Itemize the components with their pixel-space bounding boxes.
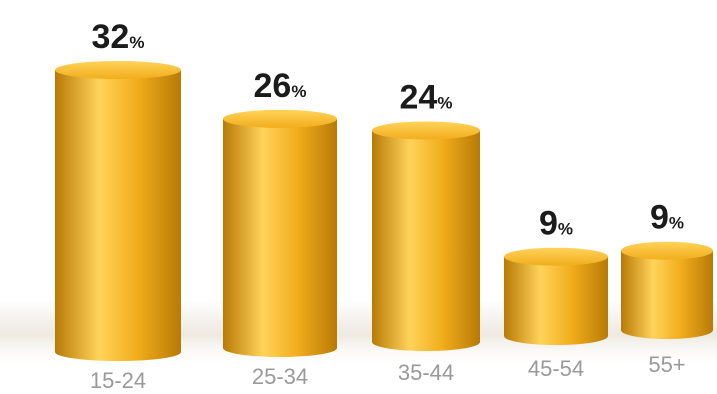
bar-top (621, 241, 713, 260)
bar-35-44 (372, 121, 480, 351)
bar-25-34 (223, 109, 337, 357)
data-label: 32% (92, 18, 145, 56)
data-label: 24% (400, 79, 453, 117)
bar-body (372, 130, 480, 351)
tick-label: 25-34 (252, 364, 308, 389)
bars-layer (55, 61, 713, 361)
bar-15-24 (55, 61, 181, 361)
bar-top (372, 121, 480, 140)
data-label: 26% (254, 67, 307, 105)
bar-top (504, 247, 608, 266)
tick-label: 55+ (648, 352, 685, 377)
bar-top (223, 109, 337, 128)
data-label: 9% (650, 199, 684, 237)
tick-label: 15-24 (90, 368, 146, 393)
bar-body (55, 70, 181, 361)
bar-55+ (621, 241, 713, 339)
labels-layer: 32% 15-24 26% 25-34 24% 35-44 9% 45-54 9% 55+ (90, 18, 686, 393)
tick-label: 45-54 (528, 356, 584, 381)
bar-body (223, 118, 337, 357)
bar-body (621, 250, 713, 339)
data-label: 9% (539, 205, 573, 243)
bar-body (504, 256, 608, 345)
bar-top (55, 61, 181, 79)
bar-45-54 (504, 247, 608, 345)
tick-label: 35-44 (398, 360, 454, 385)
